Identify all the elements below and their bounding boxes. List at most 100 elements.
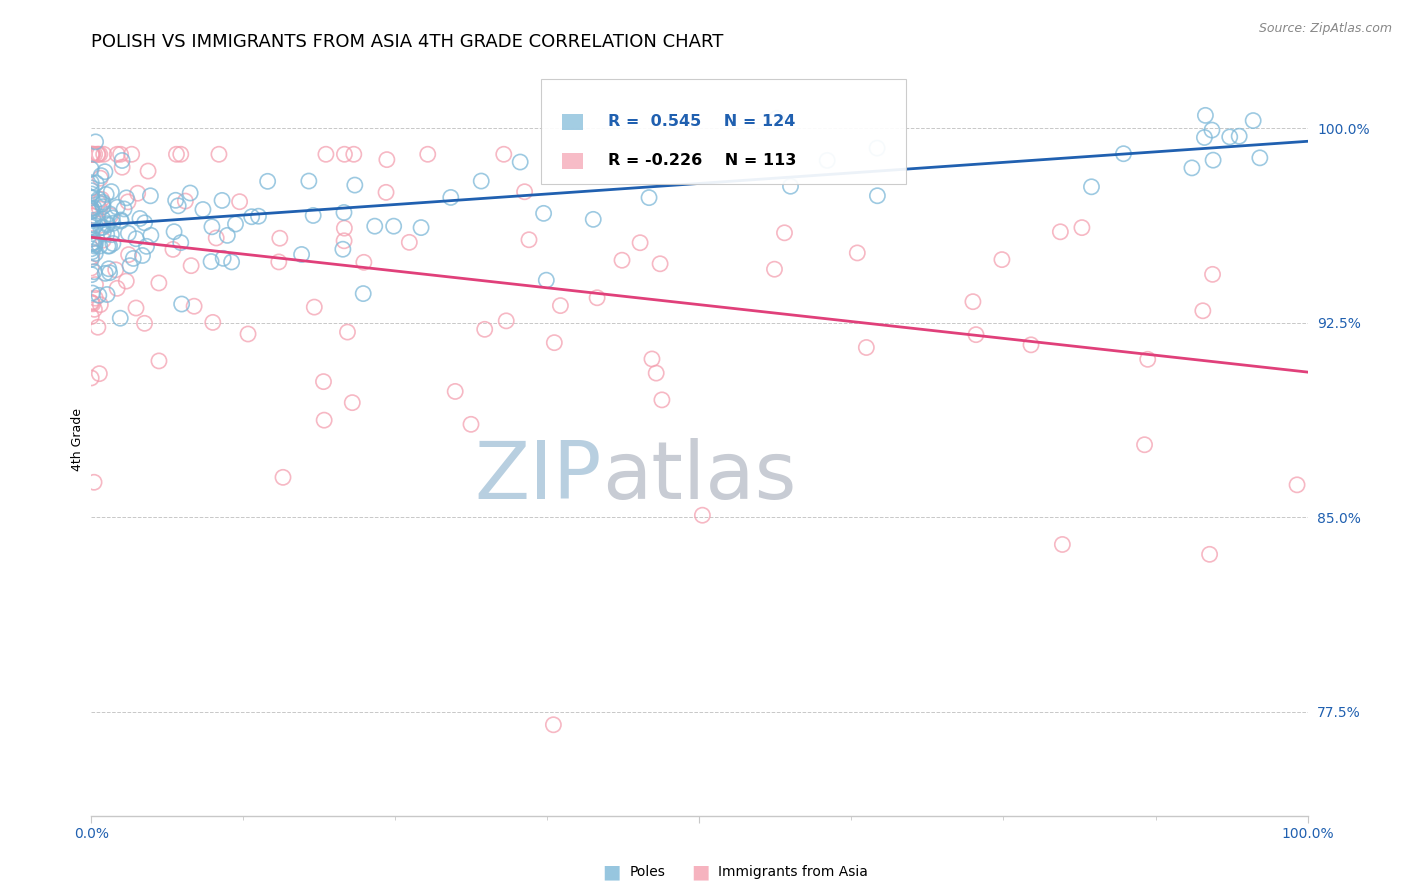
Point: [336, 325, 359, 339]
Point: [1286, 478, 1309, 492]
Point: [638, 191, 661, 205]
Point: [217, 228, 239, 243]
Point: [314, 413, 336, 427]
Point: [82, 209, 104, 223]
Point: [80, 176, 103, 190]
Point: [131, 248, 153, 262]
FancyBboxPatch shape: [541, 78, 905, 184]
Point: [170, 297, 193, 311]
Text: ZIP: ZIP: [475, 438, 602, 516]
Point: [291, 247, 314, 261]
Point: [80, 161, 103, 176]
Point: [82, 244, 104, 259]
Point: [312, 375, 335, 389]
Point: [98, 266, 121, 280]
Point: [364, 219, 387, 234]
Point: [543, 718, 565, 732]
Point: [582, 212, 605, 227]
Point: [148, 354, 170, 368]
Point: [97, 261, 120, 276]
Point: [773, 226, 796, 240]
Point: [343, 147, 366, 161]
Point: [201, 315, 224, 329]
Point: [80, 223, 103, 237]
Point: [167, 199, 190, 213]
Point: [84, 135, 107, 149]
Point: [117, 227, 139, 241]
Point: [543, 335, 565, 350]
Point: [201, 219, 224, 234]
Point: [101, 216, 124, 230]
Point: [91, 233, 114, 247]
Point: [90, 220, 112, 235]
Text: Immigrants from Asia: Immigrants from Asia: [718, 865, 869, 880]
Y-axis label: 4th Grade: 4th Grade: [72, 408, 84, 471]
Point: [96, 227, 118, 242]
Point: [550, 299, 572, 313]
Point: [105, 147, 128, 161]
Point: [80, 295, 103, 310]
Point: [148, 276, 170, 290]
Point: [96, 287, 118, 301]
Point: [628, 235, 651, 250]
Point: [80, 268, 103, 282]
Point: [536, 273, 558, 287]
Point: [87, 195, 110, 210]
Point: [80, 181, 103, 195]
Point: [80, 201, 103, 215]
Point: [1136, 352, 1159, 367]
Point: [298, 174, 321, 188]
Point: [409, 220, 432, 235]
Point: [84, 176, 107, 190]
Point: [91, 200, 114, 214]
Point: [82, 213, 104, 227]
Point: [135, 239, 157, 253]
Point: [236, 326, 259, 341]
Point: [117, 194, 139, 209]
Bar: [562, 153, 583, 169]
Point: [82, 203, 104, 218]
Point: [846, 246, 869, 260]
Point: [80, 218, 103, 232]
Point: [333, 234, 356, 248]
Point: [1194, 108, 1216, 122]
Point: [965, 327, 987, 342]
Point: [127, 186, 149, 201]
Text: atlas: atlas: [602, 438, 796, 516]
Point: [256, 174, 278, 188]
Point: [269, 231, 291, 245]
Point: [191, 202, 214, 217]
Point: [1241, 113, 1264, 128]
Point: [91, 197, 114, 211]
Point: [82, 236, 104, 251]
Point: [80, 202, 103, 216]
Point: [104, 262, 127, 277]
Point: [765, 112, 787, 126]
Point: [110, 214, 132, 228]
Point: [1052, 537, 1074, 551]
Point: [83, 147, 105, 161]
Point: [866, 141, 889, 155]
Point: [382, 219, 405, 234]
Point: [139, 189, 162, 203]
Point: [86, 147, 108, 161]
Point: [82, 231, 104, 245]
Point: [267, 255, 290, 269]
Point: [200, 254, 222, 268]
Point: [1227, 129, 1250, 144]
Point: [1019, 338, 1042, 352]
Point: [80, 371, 103, 385]
Point: [87, 147, 110, 161]
Point: [183, 299, 205, 313]
Point: [82, 147, 104, 161]
Bar: [562, 113, 583, 130]
Point: [89, 298, 111, 312]
Point: [82, 147, 104, 161]
Point: [342, 395, 364, 409]
Point: [89, 171, 111, 186]
Point: [83, 201, 105, 215]
Point: [333, 147, 356, 161]
Point: [84, 291, 107, 305]
Point: [866, 188, 889, 202]
Point: [228, 194, 250, 209]
